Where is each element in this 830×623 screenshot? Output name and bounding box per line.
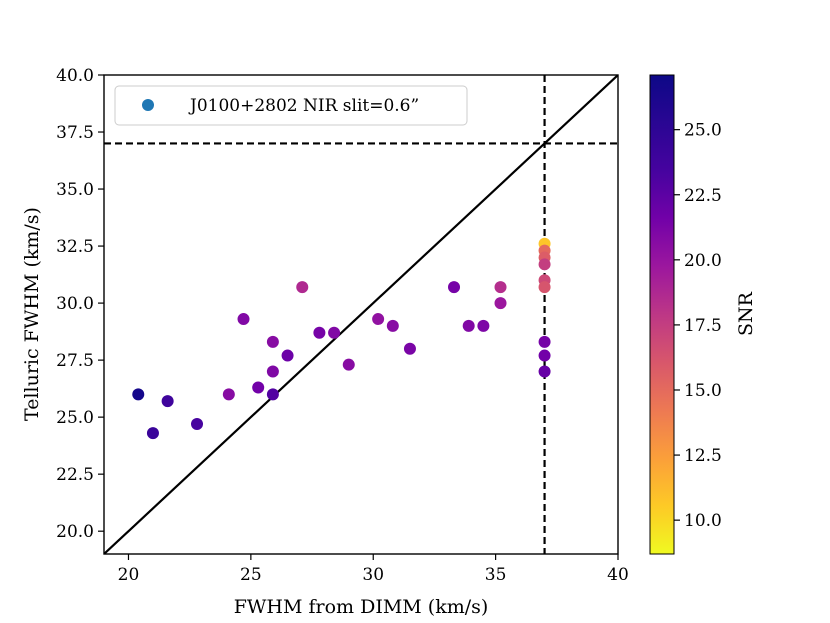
- x-tick-label: 20: [118, 565, 140, 585]
- data-point: [403, 342, 416, 355]
- data-point: [222, 388, 235, 401]
- data-point: [538, 349, 551, 362]
- data-point: [372, 313, 385, 326]
- data-point: [266, 388, 279, 401]
- colorbar-tick-label: 17.5: [684, 316, 722, 336]
- data-point: [146, 427, 159, 440]
- data-point: [538, 365, 551, 378]
- legend-box: [114, 85, 468, 126]
- y-tick-label: 27.5: [56, 351, 94, 371]
- colorbar-ticks: 10.0 12.5 15.0 17.5 20.0 22.5 25.0: [674, 121, 722, 531]
- data-point: [313, 326, 326, 339]
- x-tick-label: 30: [362, 565, 384, 585]
- y-axis-ticks: 20.0 22.5 25.0 27.5 30.0 32.5 35.0 37.5 40.0: [56, 66, 104, 542]
- data-point: [342, 358, 355, 371]
- plot-frame: [103, 74, 619, 555]
- y-tick-label: 40.0: [56, 66, 94, 86]
- y-axis-label: Telluric FWHM (km/s): [21, 207, 43, 421]
- legend-marker-icon: [142, 99, 154, 111]
- data-point: [538, 281, 551, 294]
- x-tick-label: 25: [240, 565, 262, 585]
- data-point: [448, 281, 461, 294]
- data-point: [237, 313, 250, 326]
- data-point: [328, 326, 341, 339]
- y-tick-label: 32.5: [56, 237, 94, 257]
- data-point: [477, 319, 490, 332]
- legend: J0100+2802 NIR slit=0.6”: [114, 85, 468, 126]
- data-point: [296, 281, 309, 294]
- y-tick-label: 25.0: [56, 408, 94, 428]
- one-to-one-line: [104, 75, 618, 554]
- data-point: [462, 319, 475, 332]
- colorbar-tick-label: 20.0: [684, 251, 722, 271]
- reference-lines: [104, 75, 618, 554]
- data-point: [281, 349, 294, 362]
- y-tick-label: 22.5: [56, 465, 94, 485]
- data-point: [161, 395, 174, 408]
- colorbar-tick-label: 10.0: [684, 511, 722, 531]
- x-axis-ticks: 20 25 30 35 40: [118, 554, 629, 585]
- colorbar: 10.0 12.5 15.0 17.5 20.0 22.5 25.0 SNR: [649, 74, 757, 555]
- data-point: [266, 335, 279, 348]
- data-point: [266, 365, 279, 378]
- colorbar-tick-label: 15.0: [684, 381, 722, 401]
- y-tick-label: 20.0: [56, 522, 94, 542]
- x-tick-label: 35: [485, 565, 507, 585]
- x-tick-label: 40: [607, 565, 629, 585]
- y-tick-label: 35.0: [56, 180, 94, 200]
- y-tick-label: 37.5: [56, 123, 94, 143]
- data-point: [494, 281, 507, 294]
- colorbar-label: SNR: [735, 291, 757, 336]
- colorbar-tick-label: 12.5: [684, 446, 722, 466]
- data-point: [191, 417, 204, 430]
- data-points: [132, 237, 551, 440]
- data-point: [386, 319, 399, 332]
- data-point: [132, 388, 145, 401]
- colorbar-tick-label: 25.0: [684, 121, 722, 141]
- data-point: [538, 335, 551, 348]
- colorbar-gradient: [649, 74, 675, 555]
- data-point: [538, 258, 551, 271]
- x-axis-label: FWHM from DIMM (km/s): [234, 596, 489, 618]
- data-point: [252, 381, 265, 394]
- data-point: [494, 297, 507, 310]
- colorbar-tick-label: 22.5: [684, 186, 722, 206]
- legend-label: J0100+2802 NIR slit=0.6”: [188, 96, 419, 116]
- y-tick-label: 30.0: [56, 294, 94, 314]
